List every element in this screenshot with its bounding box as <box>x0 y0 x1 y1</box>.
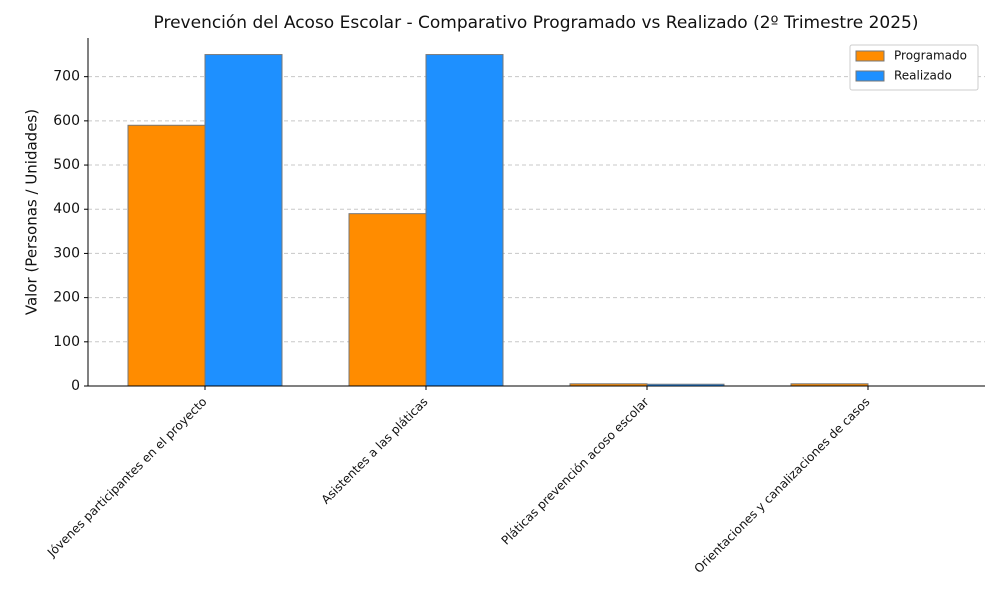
x-tick-label: Asistentes a las pláticas <box>319 395 431 507</box>
chart-title: Prevención del Acoso Escolar - Comparati… <box>154 13 919 33</box>
x-tick-label: Jóvenes participantes en el proyecto <box>44 395 210 561</box>
y-tick-label: 700 <box>53 69 80 85</box>
legend-label: Realizado <box>894 69 952 83</box>
bar <box>127 124 206 387</box>
bar <box>425 54 504 387</box>
y-tick-label: 600 <box>53 113 80 129</box>
y-tick-label: 0 <box>71 378 80 394</box>
y-tick-label: 500 <box>53 157 80 173</box>
x-tick-label: Orientaciones y canalizaciones de casos <box>691 395 872 576</box>
legend-swatch <box>855 50 885 62</box>
y-axis-label: Valor (Personas / Unidades) <box>23 109 41 315</box>
bar <box>348 213 427 387</box>
x-tick-label: Pláticas prevención acoso escolar <box>499 395 652 548</box>
legend-label: Programado <box>894 49 967 63</box>
y-tick-label: 300 <box>53 245 80 261</box>
bar <box>204 54 283 387</box>
y-tick-label: 400 <box>53 201 80 217</box>
y-tick-label: 200 <box>53 290 80 306</box>
legend-swatch <box>855 70 885 82</box>
y-tick-label: 100 <box>53 334 80 350</box>
